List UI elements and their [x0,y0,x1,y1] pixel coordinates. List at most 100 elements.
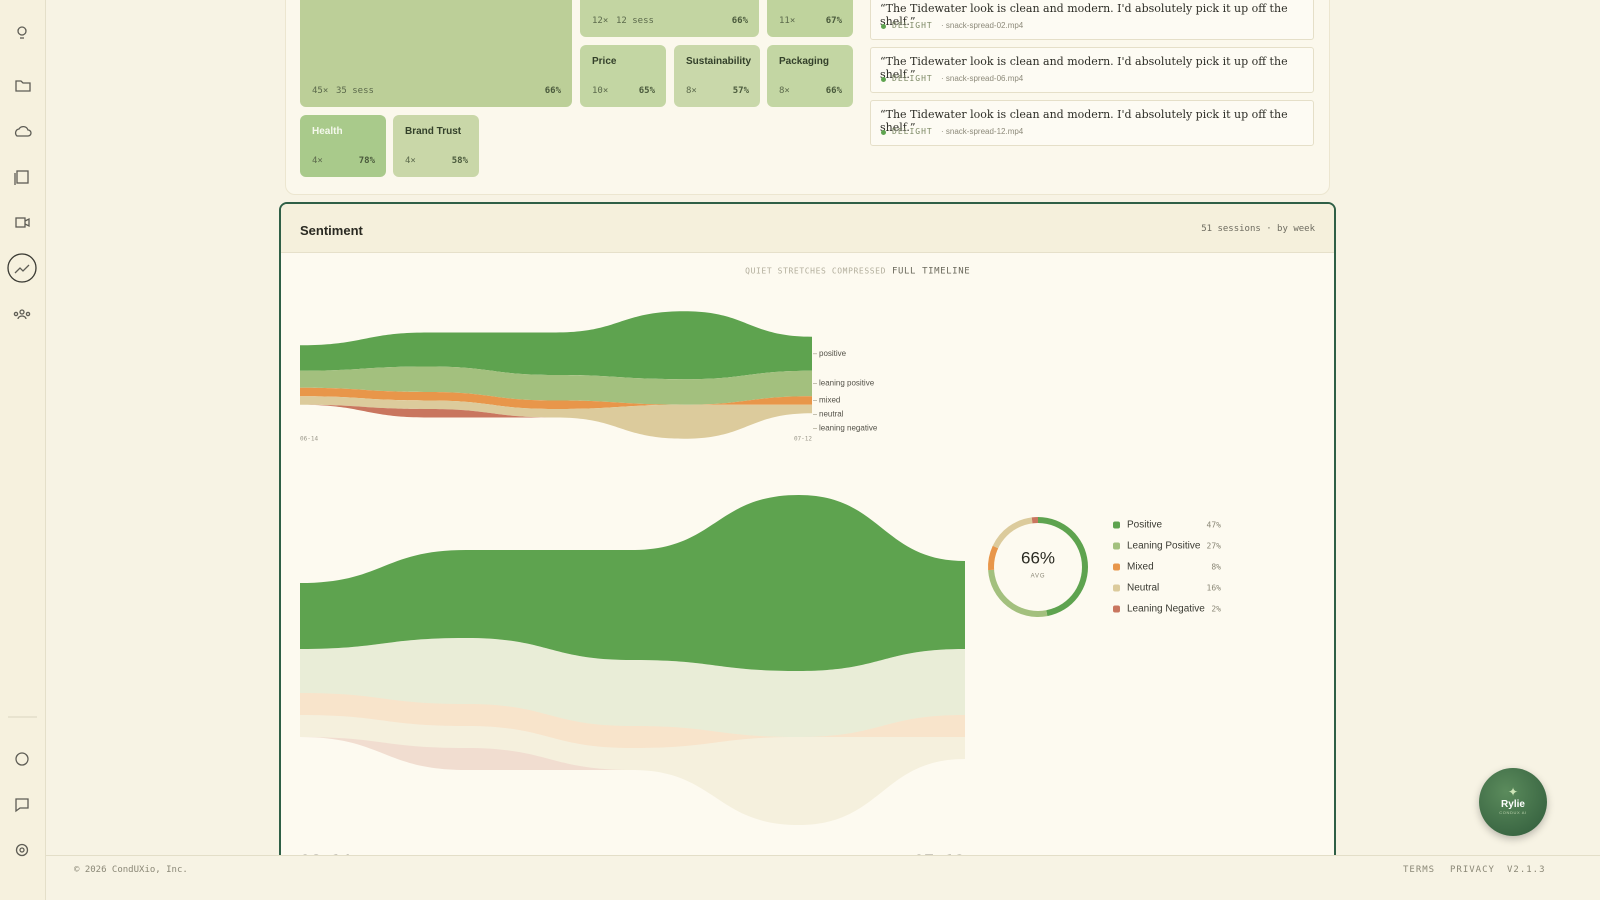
tile-count: 4× [405,156,416,166]
tile-count: 45× [312,86,329,96]
tile-score: 65% [638,86,655,96]
ideas-icon[interactable] [17,26,27,39]
tile-name: Brand Trust [405,126,462,137]
stream-label: neutral [819,410,844,419]
tile-score: 66% [731,16,748,26]
theme-tile[interactable]: Health 4× 78% [300,115,386,177]
legend-name[interactable]: Positive [1127,520,1162,531]
quote-tag: DELIGHT [892,21,933,30]
legend-value[interactable]: 2% [1211,605,1221,614]
stream-layer [300,737,965,825]
legend-value[interactable]: 8% [1211,563,1221,572]
tile-score: 66% [825,86,842,96]
feedback-icon[interactable] [15,798,29,813]
panel-title: Sentiment [300,223,363,238]
theme-tile[interactable]: 45× 35 sess 66% [300,0,572,107]
tile-score: 66% [544,86,561,96]
tile-name: Health [312,126,343,137]
donut-caption: AVG [1031,574,1046,580]
stream-label: leaning positive [819,379,875,388]
tile-count: 10× [592,86,609,96]
tile-score: 67% [825,16,842,26]
quote-file: · snack-spread-12.mp4 [941,127,1024,136]
stream-layer [300,495,965,671]
quote-text: “The Tidewater look is clean and modern.… [880,2,1288,28]
legend-swatch [1113,542,1120,550]
assistant-caption: CONDUX AI [1499,810,1527,815]
donut-segment [988,569,1048,617]
stream-layer [300,404,812,439]
legend-name[interactable]: Leaning Positive [1127,541,1201,552]
quote-card[interactable]: “The Tidewater look is clean and modern.… [870,0,1314,40]
cloud-icon[interactable] [14,125,32,137]
theme-tile[interactable]: Price 10× 65% [580,45,666,107]
stream-layer [300,387,812,409]
theme-tile[interactable]: Packaging 8× 66% [767,45,853,107]
theme-tile[interactable]: Sustainability 8× 57% [674,45,760,107]
donut-hole [994,523,1082,611]
x-tick-label: 06-14 [300,436,318,443]
stream-label: mixed [819,396,840,405]
mode-full[interactable]: FULL TIMELINE [892,267,970,277]
quote-tag: DELIGHT [892,74,933,83]
legend-swatch [1113,605,1120,613]
stream-layer [300,638,965,737]
footer: © 2026 CondUXio, Inc. TERMS PRIVACY V2.1… [46,855,1600,900]
version: V2.1.3 [1507,865,1546,875]
team-icon[interactable] [13,309,31,320]
privacy-link[interactable]: PRIVACY [1450,865,1495,875]
tile-name: Price [592,56,617,67]
terms-link[interactable]: TERMS [1403,865,1436,875]
donut-average: 66% [1021,548,1055,567]
mode-compressed[interactable]: QUIET STRETCHES COMPRESSED [745,267,886,276]
sidebar-icons [7,26,37,857]
stream-label: positive [819,349,847,358]
legend-name[interactable]: Neutral [1127,583,1159,594]
help-icon[interactable] [15,752,29,766]
legend-name[interactable]: Mixed [1127,562,1154,573]
legend-name[interactable]: Leaning Negative [1127,604,1205,615]
quote-card[interactable]: “The Tidewater look is clean and modern.… [870,100,1314,146]
stream-layer [300,366,812,405]
quote-text: “The Tidewater look is clean and modern.… [880,55,1288,81]
library-icon[interactable] [14,170,29,185]
panel-header: Sentiment 51 sessions · by week [281,204,1334,253]
tile-score: 57% [732,86,749,96]
tile-sessions: 35 sess [336,86,374,96]
tile-score: 78% [358,156,375,166]
theme-tile[interactable]: 12× 12 sess 66% [580,0,759,37]
legend-value[interactable]: 47% [1207,521,1222,530]
settings-icon[interactable] [15,843,29,857]
legend-swatch [1113,563,1120,571]
tile-count: 4× [312,156,323,166]
quote-dot [881,130,886,135]
legend-value[interactable]: 16% [1207,584,1222,593]
donut-segment [1038,517,1088,617]
stream-layer [300,693,965,748]
x-tick-label: 07-12 [794,436,812,443]
theme-tile[interactable]: 11× 67% [767,0,853,37]
quote-file: · snack-spread-06.mp4 [941,74,1024,83]
legend-swatch [1113,521,1120,529]
theme-tile[interactable]: Brand Trust 4× 58% [393,115,479,177]
folder-icon[interactable] [15,80,31,92]
quote-tag: DELIGHT [892,127,933,136]
tile-sessions: 12 sess [616,16,654,26]
assistant-button[interactable]: ✦ Rylie CONDUX AI [1479,768,1547,836]
quote-dot [881,24,886,29]
copyright: © 2026 CondUXio, Inc. [74,865,188,875]
stream-label: leaning negative [819,424,878,433]
legend-value[interactable]: 27% [1207,542,1222,551]
video-icon[interactable] [15,217,30,228]
quote-text: “The Tidewater look is clean and modern.… [880,108,1288,134]
sparkle-icon: ✦ [1507,785,1519,799]
stream-layer [300,715,965,825]
insights-icon[interactable] [7,253,37,283]
tile-count: 8× [686,86,697,96]
stream-layer [300,396,812,439]
sidebar [0,0,46,900]
tile-name: Packaging [779,56,830,67]
tile-score: 58% [451,156,468,166]
quote-card[interactable]: “The Tidewater look is clean and modern.… [870,47,1314,93]
